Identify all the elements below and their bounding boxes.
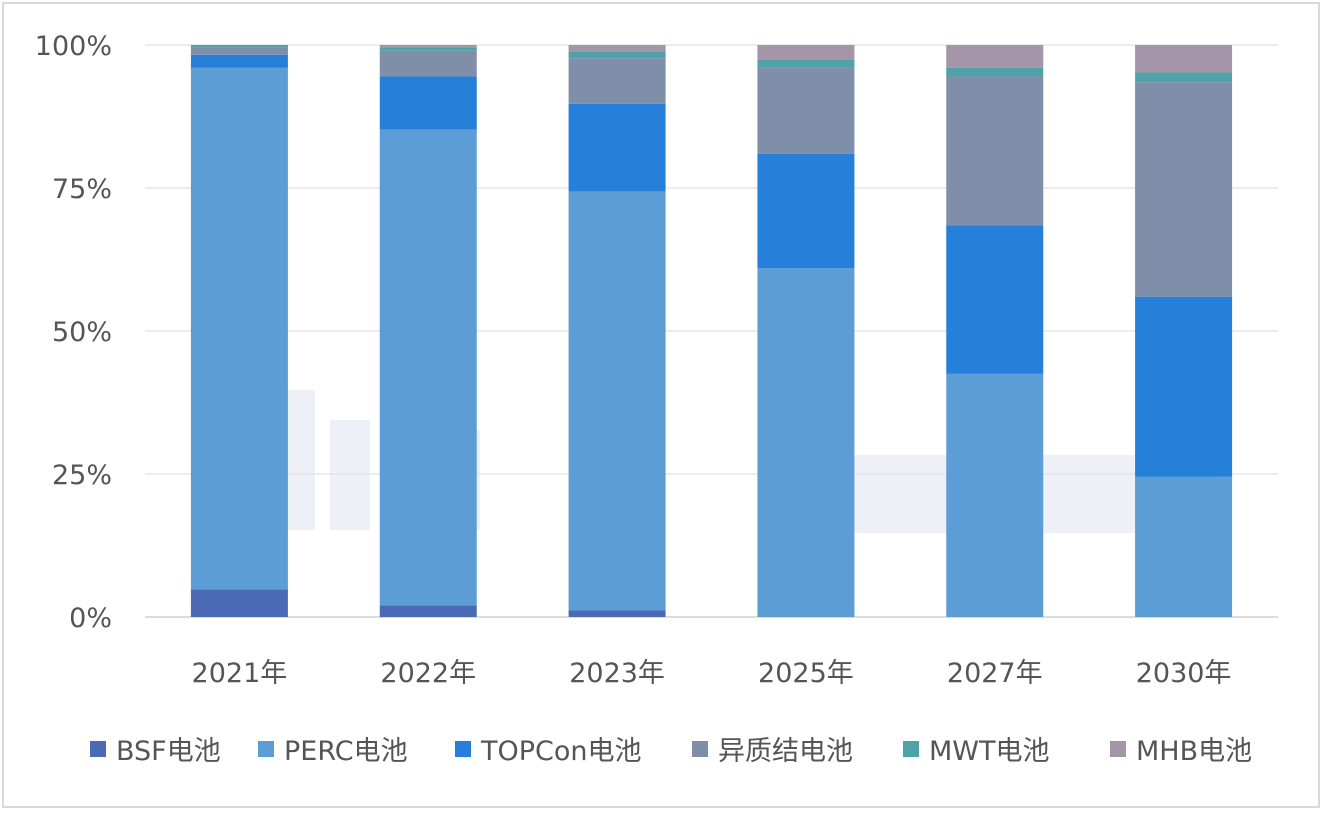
bar-segment [379,129,477,606]
bar-segment [757,59,855,68]
bar-segment [190,54,288,68]
legend-label: BSF电池 [116,736,221,767]
bar-segment [190,47,288,55]
bar-segment [757,153,855,269]
bar-segment [568,45,666,52]
bar-segment [757,268,855,617]
y-tick-label: 0% [69,603,112,634]
bar-segment [757,67,855,154]
bar-segment [946,67,1044,77]
y-tick-label: 25% [52,460,112,491]
legend-label: MWT电池 [929,736,1050,767]
grid-lines [145,44,1278,618]
bar-segment [190,589,288,617]
bar-segment [379,45,477,48]
bar-segment [1135,45,1233,73]
bar-segment [946,76,1044,226]
bar-segment [379,605,477,617]
legend-swatch [90,741,106,757]
bar-segment [568,51,666,59]
legend-swatch [692,741,708,757]
legend-label: MHB电池 [1136,736,1252,767]
legend-swatch [1110,741,1126,757]
x-tick-label: 2027年 [947,658,1043,689]
watermark-logo [220,390,1215,533]
bar-segment [568,191,666,611]
bar-segment [379,47,477,51]
x-tick-label: 2025年 [758,658,854,689]
x-axis: 2021年 2022年 2023年 2025年 2027年 2030年 [192,658,1232,689]
bar-segment [568,610,666,617]
legend-swatch [258,741,274,757]
y-tick-label: 100% [35,31,112,62]
bar-segment [1135,476,1233,617]
bar-segment [1135,72,1233,83]
legend-label: TOPCon电池 [480,736,642,767]
legend-label: 异质结电池 [718,736,853,767]
x-tick-label: 2030年 [1136,658,1232,689]
bars [190,45,1233,617]
bar-segment [1135,82,1233,297]
legend: BSF电池 PERC电池 TOPCon电池 异质结电池 MWT电池 MHB电池 [90,736,1252,767]
y-axis: 0% 25% 50% 75% 100% [35,31,112,634]
bar-segment [379,76,477,130]
legend-swatch [903,741,919,757]
y-tick-label: 50% [52,317,112,348]
bar-segment [568,103,666,192]
y-tick-label: 75% [52,174,112,205]
x-tick-label: 2021年 [192,658,288,689]
legend-swatch [455,741,471,757]
bar-segment [946,45,1044,68]
bar-segment [379,50,477,77]
bar-segment [946,373,1044,617]
bar-segment [190,45,288,48]
x-tick-label: 2022年 [380,658,476,689]
x-tick-label: 2023年 [569,658,665,689]
bar-segment [190,67,288,590]
legend-label: PERC电池 [284,736,408,767]
bar-segment [1135,296,1233,477]
bar-segment [757,45,855,60]
bar-segment [946,225,1044,374]
bar-segment [568,58,666,104]
